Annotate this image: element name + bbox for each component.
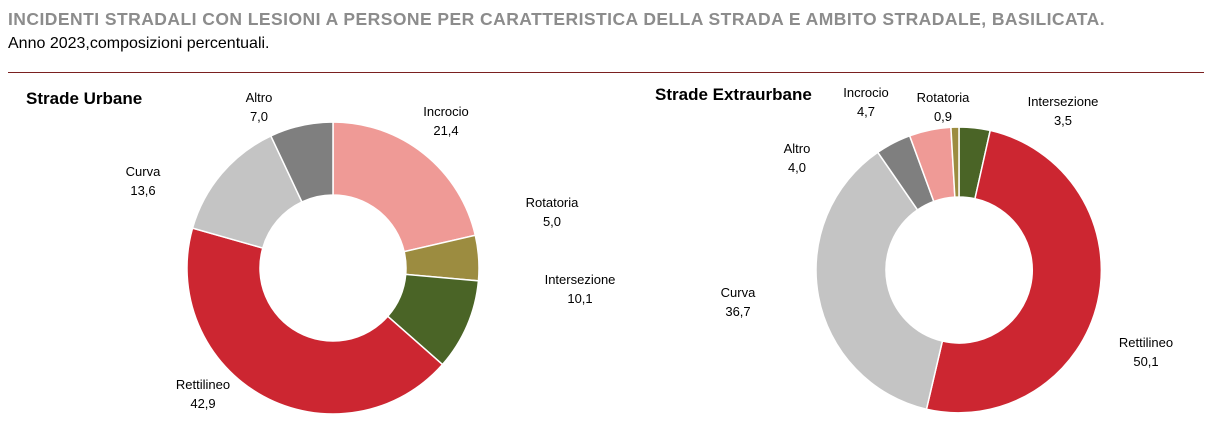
title-divider bbox=[8, 72, 1204, 73]
slice-curva bbox=[815, 151, 944, 411]
page-title: INCIDENTI STRADALI CON LESIONI A PERSONE… bbox=[8, 9, 1106, 29]
slice-label-rotatoria: Rotatoria 5,0 bbox=[526, 195, 580, 229]
svg-text:Curva: Curva bbox=[126, 164, 161, 179]
slice-label-intersezione: Intersezione 10,1 bbox=[545, 272, 616, 306]
svg-text:36,7: 36,7 bbox=[725, 304, 750, 319]
slice-altro bbox=[269, 121, 334, 203]
slice-label-curva: Curva 36,7 bbox=[721, 285, 756, 319]
svg-text:Altro: Altro bbox=[246, 90, 273, 105]
chart-title-extraurbane: Strade Extraurbane bbox=[655, 85, 812, 104]
svg-text:42,9: 42,9 bbox=[190, 396, 215, 411]
slice-rotatoria bbox=[950, 126, 960, 198]
svg-text:10,1: 10,1 bbox=[567, 291, 592, 306]
svg-text:7,0: 7,0 bbox=[250, 109, 268, 124]
slice-label-rettilineo: Rettilineo 42,9 bbox=[176, 377, 230, 411]
svg-text:5,0: 5,0 bbox=[543, 214, 561, 229]
slice-label-curva: Curva 13,6 bbox=[126, 164, 161, 198]
svg-text:Altro: Altro bbox=[784, 141, 811, 156]
svg-text:Intersezione: Intersezione bbox=[545, 272, 616, 287]
slice-label-incrocio: Incrocio 4,7 bbox=[843, 85, 889, 119]
svg-text:Rotatoria: Rotatoria bbox=[526, 195, 580, 210]
svg-text:3,5: 3,5 bbox=[1054, 113, 1072, 128]
donut-chart-extraurbane: Strade Extraurbane Intersezione 3,5 Rett… bbox=[655, 85, 1173, 414]
slice-incrocio bbox=[332, 121, 477, 253]
slice-label-incrocio: Incrocio 21,4 bbox=[423, 104, 469, 138]
svg-text:4,0: 4,0 bbox=[788, 160, 806, 175]
slice-label-rotatoria: Rotatoria 0,9 bbox=[917, 90, 971, 124]
slice-rettilineo bbox=[925, 129, 1103, 414]
svg-text:Curva: Curva bbox=[721, 285, 756, 300]
slice-label-altro: Altro 7,0 bbox=[246, 90, 273, 124]
svg-text:4,7: 4,7 bbox=[857, 104, 875, 119]
svg-text:13,6: 13,6 bbox=[130, 183, 155, 198]
svg-text:21,4: 21,4 bbox=[433, 123, 458, 138]
donut-chart-urbane: Strade Urbane Incrocio 21,4 Rotatoria 5,… bbox=[26, 89, 616, 415]
svg-text:Incrocio: Incrocio bbox=[423, 104, 469, 119]
slice-rettilineo bbox=[186, 227, 444, 415]
slice-label-rettilineo: Rettilineo 50,1 bbox=[1119, 335, 1173, 369]
svg-text:Rettilineo: Rettilineo bbox=[1119, 335, 1173, 350]
page-subtitle: Anno 2023,composizioni percentuali. bbox=[8, 35, 270, 52]
slice-label-intersezione: Intersezione 3,5 bbox=[1028, 94, 1099, 128]
svg-text:Incrocio: Incrocio bbox=[843, 85, 889, 100]
svg-text:Rotatoria: Rotatoria bbox=[917, 90, 971, 105]
svg-text:Intersezione: Intersezione bbox=[1028, 94, 1099, 109]
svg-text:0,9: 0,9 bbox=[934, 109, 952, 124]
svg-text:Rettilineo: Rettilineo bbox=[176, 377, 230, 392]
svg-text:50,1: 50,1 bbox=[1133, 354, 1158, 369]
chart-title-urbane: Strade Urbane bbox=[26, 89, 142, 108]
slice-label-altro: Altro 4,0 bbox=[784, 141, 811, 175]
